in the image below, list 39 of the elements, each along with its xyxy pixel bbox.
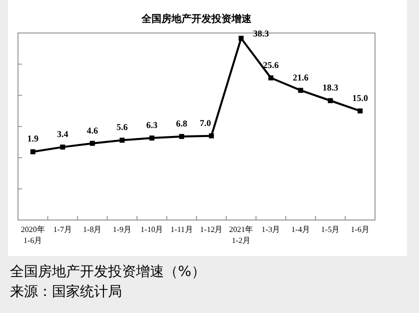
point: [358, 108, 363, 114]
point: [268, 75, 274, 80]
x-tick-label: 1-7月: [53, 225, 72, 234]
point: [328, 98, 333, 104]
data-label: 7.0: [200, 118, 212, 128]
x-tick-label: 1-4月: [291, 225, 310, 234]
text: 全国房地产开发投资增速（%）: [10, 264, 206, 280]
data-label: 38.3: [253, 28, 270, 38]
point: [208, 133, 214, 138]
x-tick-label: 1-10月: [140, 225, 164, 234]
point: [179, 134, 184, 139]
data-label: 25.6: [263, 60, 280, 70]
x-tick-label: 1-8月: [83, 225, 102, 234]
x-tick-label: 1-3月: [262, 225, 280, 234]
data-label: 21.6: [292, 72, 309, 82]
data-label: 1.9: [27, 134, 39, 144]
data-label: 3.4: [57, 129, 69, 140]
point: [60, 144, 66, 150]
x-tick-label: 1-11月: [170, 225, 193, 234]
chart-title: 全国房地产开发投资增速: [140, 13, 252, 25]
source-note: 来源：国家统计局: [10, 284, 122, 300]
point: [298, 88, 304, 93]
point: [30, 149, 36, 154]
data-label: 5.6: [116, 122, 128, 132]
x-tick-label: 1-12月: [200, 225, 223, 234]
x-tick-label: 1-5月: [321, 225, 340, 234]
data-label: 15.0: [352, 92, 368, 103]
data-label: 18.3: [322, 82, 339, 93]
point: [149, 136, 154, 141]
x-tick-label: 1-9月: [112, 225, 132, 234]
point: [120, 138, 125, 143]
data-label: 6.3: [146, 120, 158, 130]
point: [238, 36, 244, 41]
data-label: 4.6: [86, 125, 98, 136]
data-label: 6.8: [176, 118, 188, 128]
x-tick-label: 2021年 1-2月: [229, 225, 254, 245]
point: [90, 140, 95, 146]
x-tick-label: 1-6月: [350, 225, 370, 234]
x-tick-label: 2020年 1-6月: [20, 225, 45, 245]
